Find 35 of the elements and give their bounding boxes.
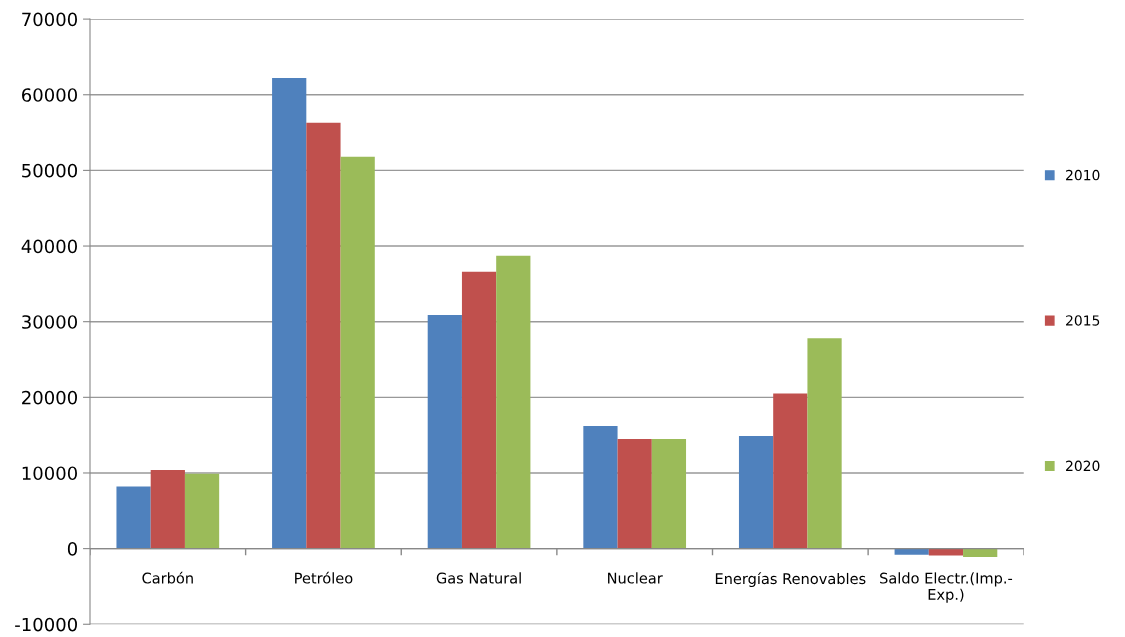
y-tick-label: 30000 — [22, 315, 77, 329]
x-tick-label: Carbón — [142, 571, 193, 584]
bar — [496, 255, 531, 549]
bar — [583, 426, 618, 549]
legend-label: 2015 — [1066, 315, 1100, 326]
y-tick-label: 20000 — [22, 390, 77, 405]
bar — [340, 156, 375, 549]
y-tick-label: 60000 — [22, 88, 77, 102]
bar — [150, 469, 185, 549]
bar — [272, 78, 307, 549]
bar — [807, 338, 842, 549]
bar — [773, 393, 808, 549]
bar — [963, 548, 998, 557]
y-tick-label: 40000 — [21, 239, 77, 254]
y-tick-label: 50000 — [22, 163, 77, 178]
bar — [184, 473, 220, 549]
x-tick-label: Gas Natural — [436, 572, 521, 584]
bar — [461, 271, 497, 549]
x-tick-label: Saldo Electr.(Imp.-Exp.) — [880, 572, 1013, 603]
y-tick-label: -10000 — [15, 617, 77, 632]
bar — [651, 438, 687, 549]
bar — [738, 435, 774, 549]
y-tick-label: 0 — [67, 542, 77, 556]
bar — [617, 438, 652, 549]
bar — [306, 122, 341, 549]
x-tick-label: Nuclear — [608, 572, 663, 584]
y-tick-label: 10000 — [22, 466, 77, 481]
legend-label: 2010 — [1066, 169, 1100, 181]
y-tick-label: 70000 — [22, 12, 77, 27]
bar — [116, 486, 151, 549]
x-tick-label: Energías Renovables — [715, 572, 866, 588]
bar — [894, 548, 929, 555]
x-tick-label: Petróleo — [295, 571, 353, 584]
legend-label: 2020 — [1066, 460, 1100, 472]
bar — [427, 314, 462, 549]
